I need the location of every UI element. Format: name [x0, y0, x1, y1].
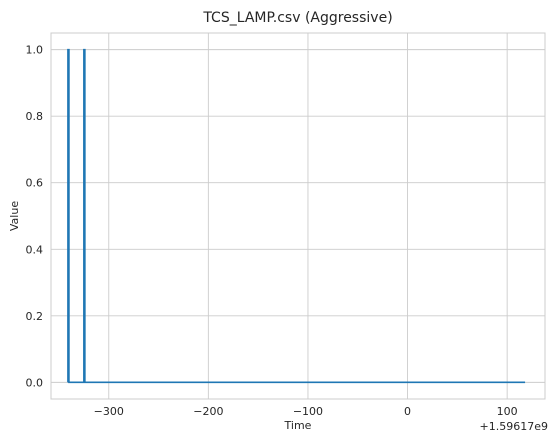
x-tick-label: 100 [497, 405, 518, 418]
x-tick-labels: −300 −200 −100 0 100 [94, 405, 518, 418]
x-tick-label: −300 [94, 405, 124, 418]
chart-title: TCS_LAMP.csv (Aggressive) [202, 10, 392, 26]
y-tick-labels: 0.0 0.2 0.4 0.6 0.8 1.0 [26, 44, 44, 390]
axes-frame [50, 32, 546, 400]
x-tick-label: −100 [293, 405, 323, 418]
x-axis-label: Time [284, 419, 312, 432]
x-tick-label: −200 [193, 405, 223, 418]
x-offset-label: +1.59617e9 [480, 420, 548, 433]
y-tick-label: 0.8 [26, 110, 44, 123]
grid-lines [51, 33, 545, 399]
y-tick-label: 0.4 [26, 243, 44, 256]
y-axis-label: Value [8, 201, 21, 231]
series-lines [67, 48, 526, 384]
y-tick-label: 1.0 [26, 44, 44, 57]
y-tick-label: 0.0 [26, 376, 44, 389]
y-tick-label: 0.6 [26, 177, 44, 190]
y-tick-label: 0.2 [26, 310, 44, 323]
series-line [67, 48, 526, 384]
x-tick-label: 0 [404, 405, 411, 418]
